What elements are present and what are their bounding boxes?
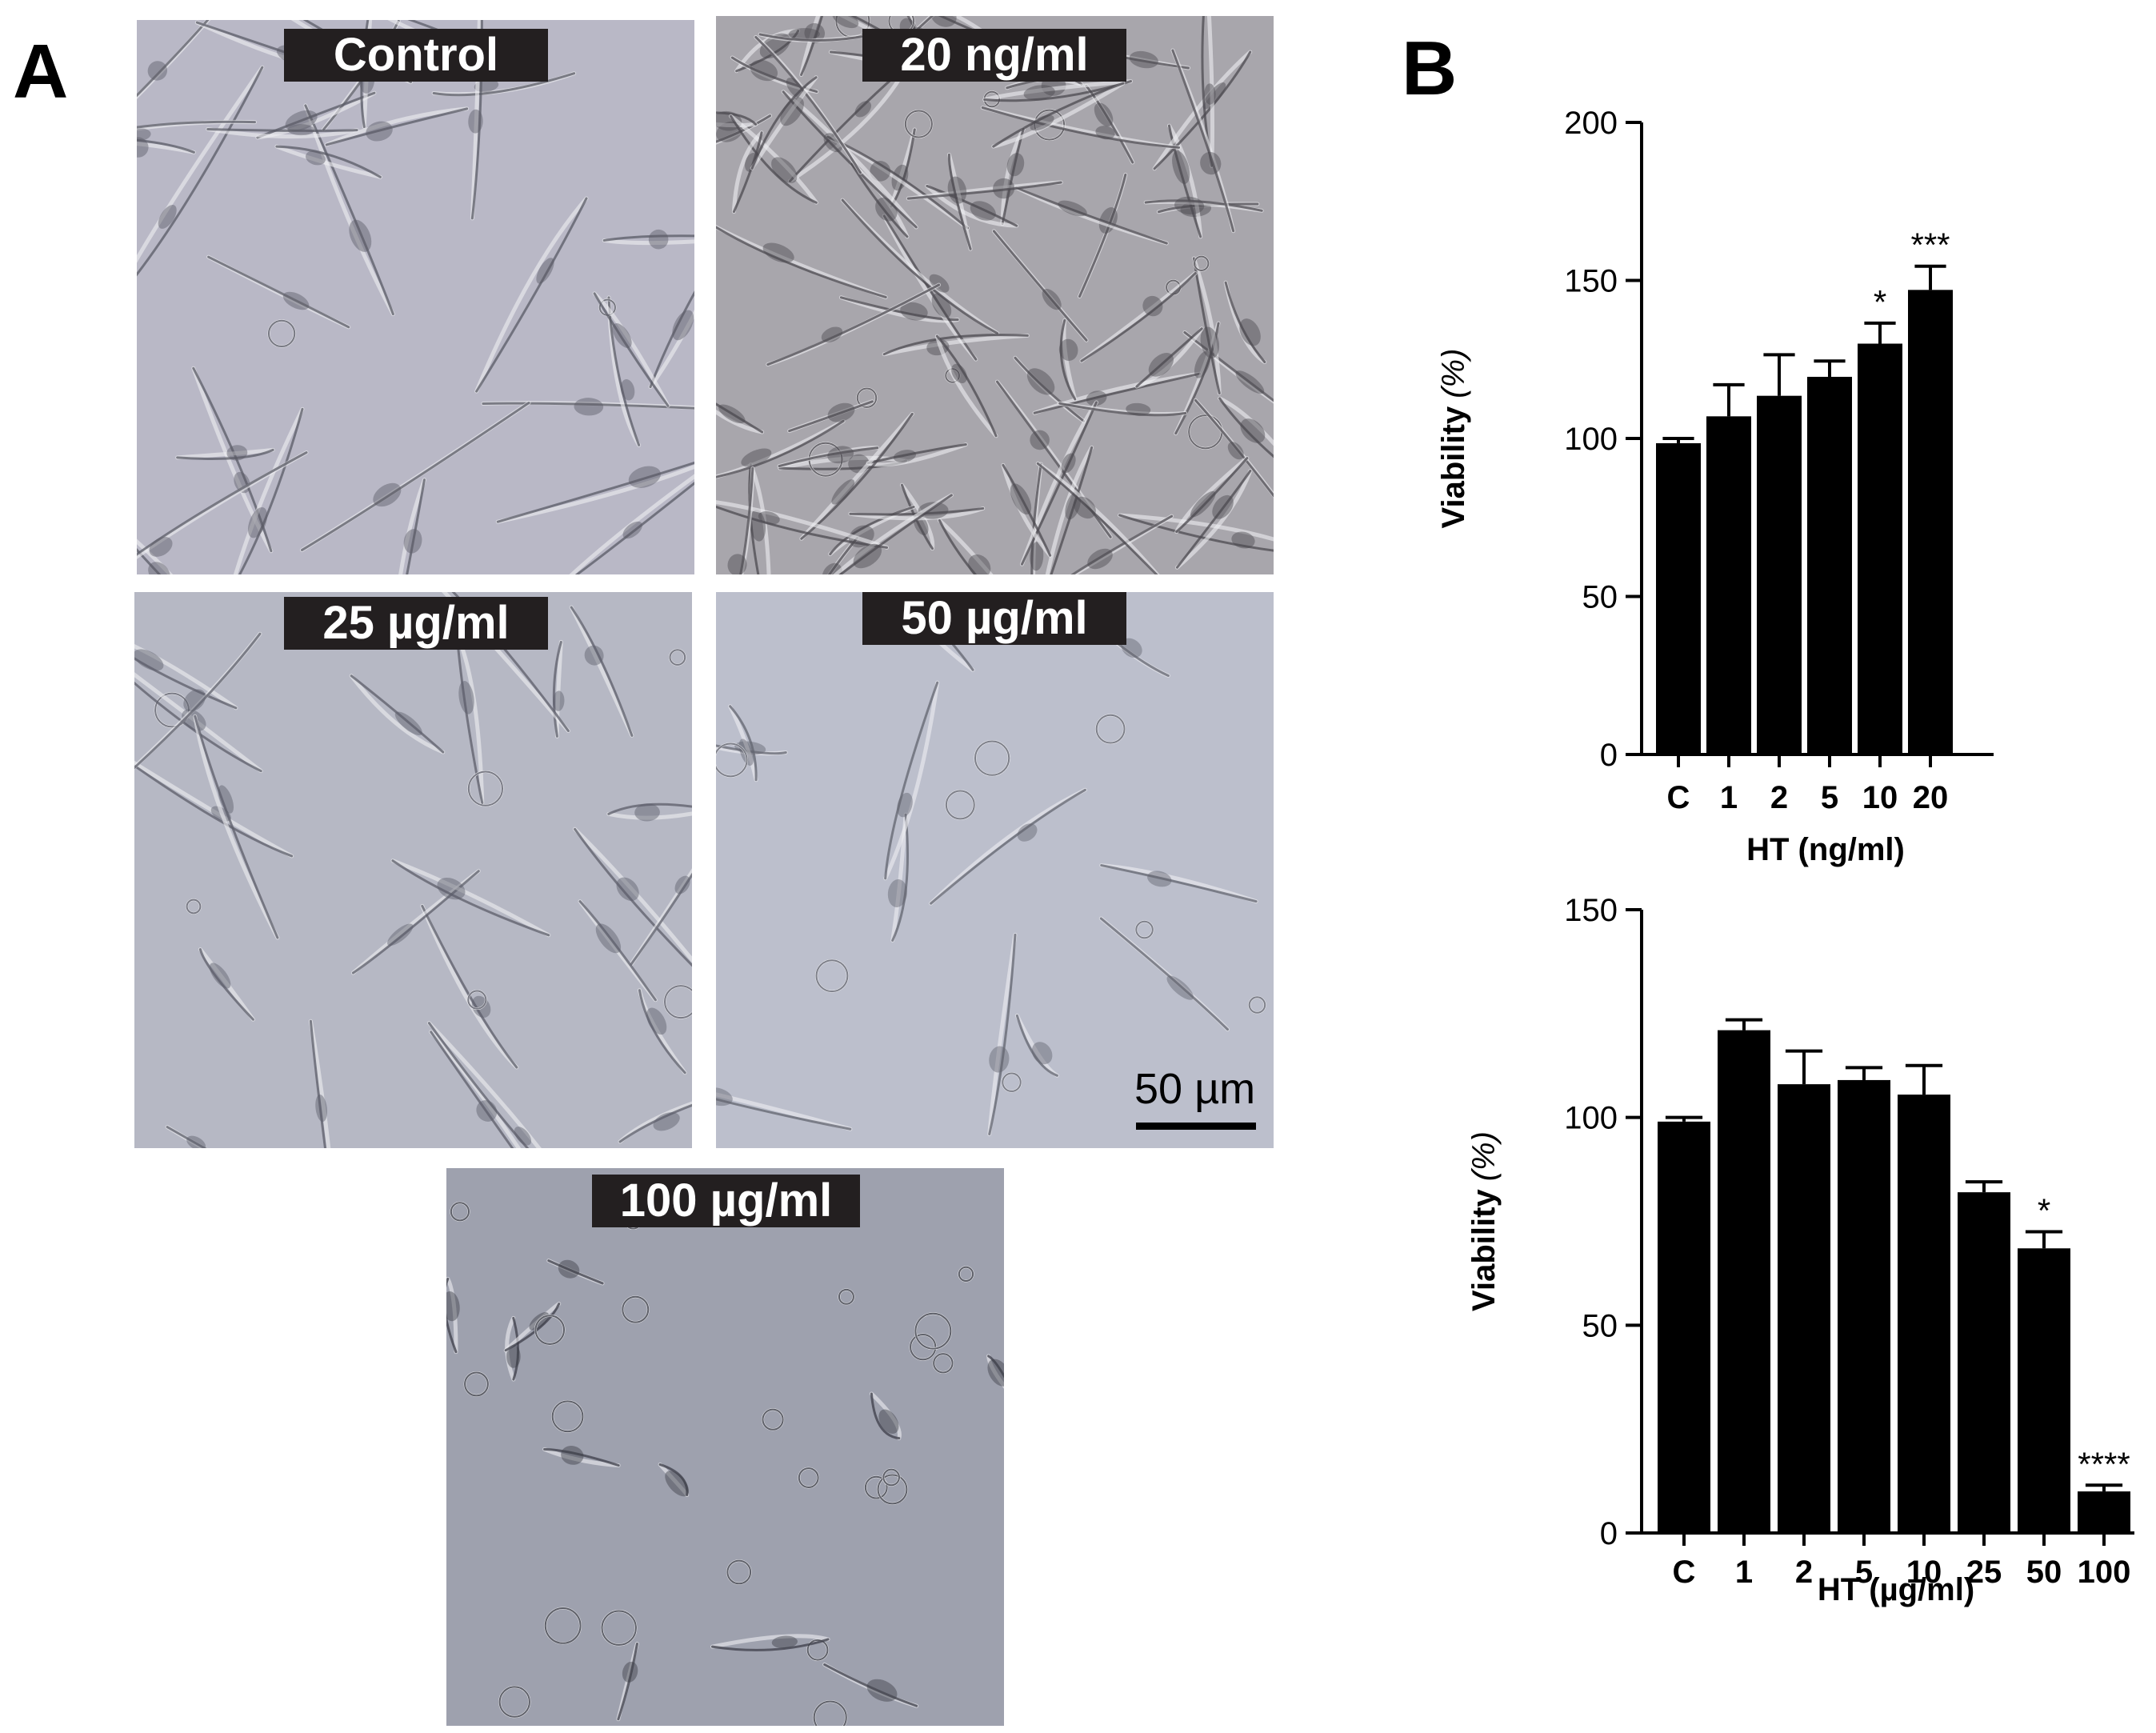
- micrograph-label-25ug: 25 µg/ml: [284, 597, 548, 650]
- x-tick-label: 2: [1770, 780, 1788, 815]
- bar-chart-1: 0 50 100 150 200 C 1 2 5 10 * 20 *** HT (ng/ml) Viabil…: [1436, 106, 1994, 867]
- significance-marker: *: [2038, 1191, 2050, 1229]
- x-axis-label: HT (µg/ml): [1818, 1572, 1974, 1607]
- bar: [1718, 1030, 1770, 1533]
- bar: [2078, 1491, 2130, 1533]
- panel-label-b: B: [1402, 26, 1458, 111]
- micrograph-control: [137, 20, 694, 574]
- bar: [2018, 1248, 2070, 1533]
- y-tick-label: 100: [1564, 1101, 1618, 1136]
- x-tick-label: 10: [1862, 780, 1898, 815]
- significance-marker: ****: [2078, 1445, 2130, 1483]
- y-tick-label: 50: [1582, 580, 1618, 615]
- x-tick-label: 1: [1720, 780, 1738, 815]
- bar: [1958, 1192, 2010, 1533]
- bar: [1706, 416, 1751, 754]
- micrograph-label-20ng: 20 ng/ml: [862, 29, 1126, 82]
- micrograph-100ug: [446, 1168, 1004, 1726]
- x-tick-label: 25: [1966, 1555, 2002, 1590]
- micrograph-label-100ug: 100 µg/ml: [592, 1175, 860, 1227]
- bar: [1838, 1079, 1890, 1533]
- micrograph-label-control: Control: [284, 29, 548, 82]
- x-tick-label: 20: [1913, 780, 1949, 815]
- x-tick-label: 10: [1906, 1555, 1942, 1590]
- y-tick-label: 0: [1600, 738, 1618, 773]
- x-tick-label: 100: [2078, 1555, 2131, 1590]
- micrograph-50ug: [716, 592, 1274, 1148]
- bar: [1757, 395, 1802, 754]
- y-axis-label: Viability(%): [1466, 1131, 1502, 1311]
- micrograph-25ug: [134, 592, 692, 1148]
- y-tick-label: 50: [1582, 1308, 1618, 1343]
- y-tick-label: 150: [1564, 893, 1618, 928]
- panel-label-a: A: [13, 29, 69, 114]
- y-tick-label: 100: [1564, 422, 1618, 457]
- y-axis-label: Viability(%): [1436, 349, 1471, 529]
- bar: [1658, 1121, 1710, 1533]
- x-tick-label: 2: [1795, 1555, 1813, 1590]
- x-axis-label: HT (ng/ml): [1746, 832, 1905, 867]
- x-tick-label: 50: [2026, 1555, 2062, 1590]
- y-tick-label: 0: [1600, 1516, 1618, 1551]
- micrograph-label-50ug: 50 µg/ml: [862, 592, 1126, 645]
- bar: [1778, 1084, 1830, 1533]
- x-tick-label: C: [1673, 1555, 1696, 1590]
- y-tick-label: 150: [1564, 264, 1618, 299]
- x-tick-label: 1: [1735, 1555, 1753, 1590]
- bar: [1858, 343, 1902, 754]
- scale-bar-label: 50 µm: [1134, 1065, 1256, 1113]
- x-tick-label: 5: [1855, 1555, 1873, 1590]
- x-tick-label: C: [1667, 780, 1690, 815]
- bar: [1656, 442, 1701, 754]
- bar: [1807, 376, 1852, 754]
- significance-marker: ***: [1910, 226, 1950, 264]
- y-tick-label: 200: [1564, 106, 1618, 141]
- bar: [1898, 1095, 1950, 1533]
- bar: [1908, 290, 1953, 755]
- scale-bar: [1136, 1123, 1256, 1130]
- micrograph-20ng: [716, 16, 1274, 574]
- x-tick-label: 5: [1821, 780, 1838, 815]
- significance-marker: *: [1874, 283, 1886, 321]
